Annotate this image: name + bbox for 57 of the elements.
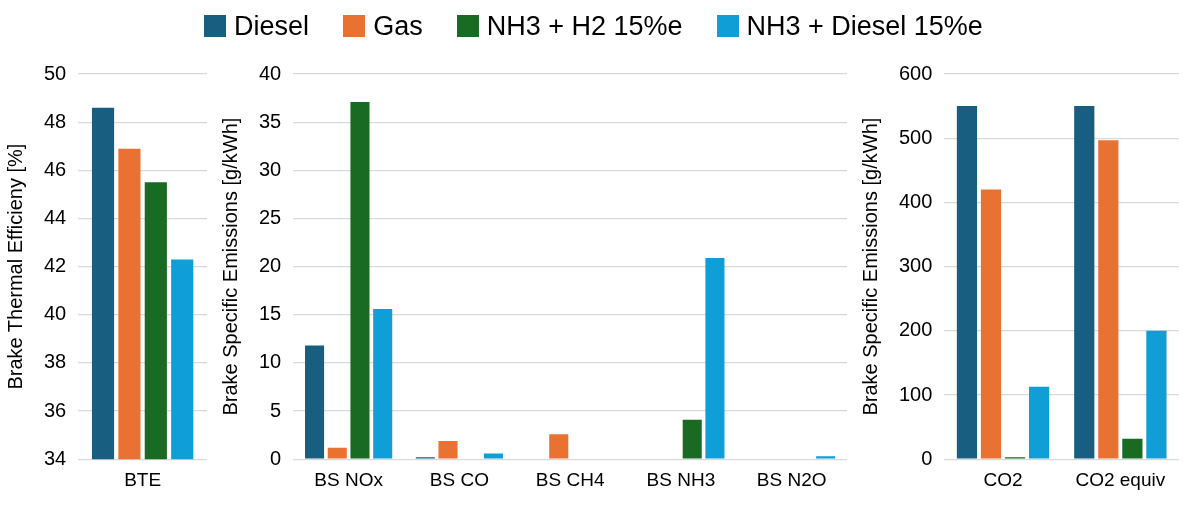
- x-tick-label: BTE: [124, 468, 162, 490]
- bar: [1122, 438, 1143, 459]
- legend-label: Gas: [373, 10, 423, 42]
- y-tick-label: 20: [259, 254, 282, 277]
- bar: [1029, 386, 1050, 459]
- y-tick-label: 100: [898, 382, 933, 405]
- x-tick-label: BS CO: [429, 468, 489, 490]
- y-tick-label: 10: [259, 350, 282, 373]
- bar: [373, 308, 393, 459]
- bar: [327, 447, 347, 459]
- y-tick-label: 300: [898, 254, 933, 277]
- x-tick-label: CO2: [983, 468, 1023, 490]
- y-tick-label: 500: [898, 125, 933, 148]
- y-tick-label: 42: [44, 254, 67, 277]
- x-tick-label: BS N2O: [756, 468, 827, 490]
- x-tick-label: BS NH3: [646, 468, 716, 490]
- y-tick-label: 48: [44, 109, 67, 132]
- y-tick-label: 50: [44, 61, 67, 84]
- bar: [956, 106, 978, 459]
- bar: [980, 189, 1002, 459]
- y-tick-label: 36: [44, 398, 67, 421]
- bar: [682, 419, 702, 459]
- y-axis-title: Brake Specific Emissions [g/kWh]: [858, 117, 881, 416]
- bar: [705, 257, 725, 459]
- legend-label: NH3 + H2 15%e: [486, 10, 683, 42]
- y-tick-label: 0: [921, 446, 933, 469]
- y-tick-label: 25: [259, 205, 282, 228]
- y-tick-label: 34: [44, 446, 67, 469]
- y-tick-label: 200: [898, 318, 933, 341]
- y-tick-label: 600: [898, 61, 933, 84]
- bar: [1098, 140, 1119, 459]
- bar: [1146, 330, 1167, 459]
- y-tick-label: 5: [270, 398, 282, 421]
- y-tick-label: 400: [898, 189, 933, 212]
- y-tick-label: 15: [259, 302, 282, 325]
- y-tick-label: 38: [44, 350, 67, 373]
- bar: [1074, 106, 1095, 459]
- y-axis-title: Brake Specific Emissions [g/kWh]: [218, 117, 241, 416]
- y-tick-label: 40: [259, 61, 282, 84]
- bar: [305, 345, 325, 459]
- x-tick-label: CO2 equiv: [1075, 468, 1166, 490]
- x-tick-label: BS CH4: [535, 468, 605, 490]
- bar: [549, 434, 569, 459]
- bar: [816, 456, 836, 459]
- y-tick-label: 44: [44, 205, 67, 228]
- y-tick-label: 30: [259, 157, 282, 180]
- y-tick-label: 0: [270, 446, 282, 469]
- y-tick-label: 40: [44, 302, 67, 325]
- bar: [483, 453, 503, 459]
- bar: [350, 101, 370, 459]
- x-tick-label: BS NOx: [314, 468, 384, 490]
- y-axis-title: Brake Thermal Efficieny [%]: [3, 143, 26, 390]
- bar: [438, 440, 458, 459]
- legend-label: Diesel: [234, 10, 310, 42]
- legend-label: NH3 + Diesel 15%e: [746, 10, 983, 42]
- y-tick-label: 46: [44, 157, 67, 180]
- y-tick-label: 35: [259, 109, 282, 132]
